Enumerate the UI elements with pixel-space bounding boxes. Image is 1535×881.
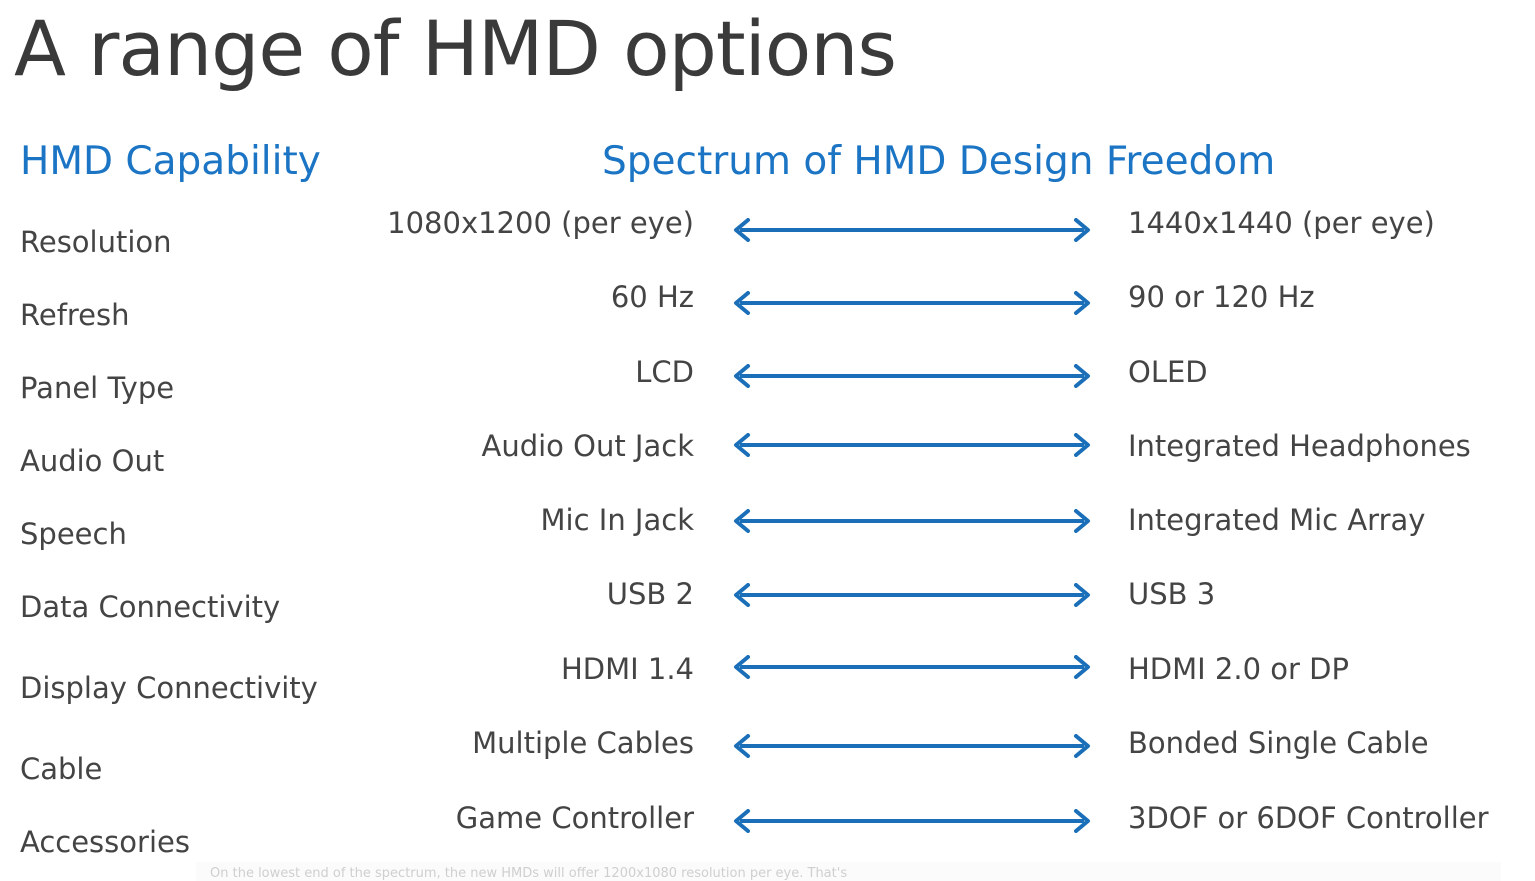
capability-label: Speech: [20, 517, 127, 551]
spectrum-column-header: Spectrum of HMD Design Freedom: [602, 139, 1276, 184]
high-end-value: OLED: [1128, 355, 1208, 389]
capability-column-header: HMD Capability: [20, 139, 321, 184]
low-end-value: 60 Hz: [610, 280, 694, 314]
double-arrow-icon: [734, 364, 1090, 388]
capability-label: Display Connectivity: [20, 671, 318, 705]
high-end-value: Bonded Single Cable: [1128, 726, 1429, 760]
double-arrow-icon: [734, 655, 1090, 679]
high-end-value: Integrated Headphones: [1128, 429, 1471, 463]
capability-label: Cable: [20, 752, 103, 786]
caption-bar: [196, 862, 1501, 881]
low-end-value: 1080x1200 (per eye): [387, 206, 694, 240]
double-arrow-icon: [734, 291, 1090, 315]
caption-text: On the lowest end of the spectrum, the n…: [210, 866, 848, 881]
high-end-value: 90 or 120 Hz: [1128, 280, 1315, 314]
low-end-value: HDMI 1.4: [560, 652, 694, 686]
low-end-value: Multiple Cables: [472, 726, 694, 760]
capability-label: Data Connectivity: [20, 590, 281, 624]
capability-label: Audio Out: [20, 444, 165, 478]
capability-label: Panel Type: [20, 371, 175, 405]
double-arrow-icon: [734, 218, 1090, 242]
low-end-value: Game Controller: [455, 801, 694, 835]
low-end-value: Mic In Jack: [540, 503, 694, 537]
slide-title: A range of HMD options: [14, 4, 897, 93]
double-arrow-icon: [734, 583, 1090, 607]
capability-label: Refresh: [20, 298, 130, 332]
high-end-value: USB 3: [1128, 577, 1216, 611]
high-end-value: 3DOF or 6DOF Controller: [1128, 801, 1489, 835]
high-end-value: Integrated Mic Array: [1128, 503, 1426, 537]
low-end-value: LCD: [635, 355, 694, 389]
double-arrow-icon: [734, 734, 1090, 758]
high-end-value: 1440x1440 (per eye): [1128, 206, 1435, 240]
capability-label: Accessories: [20, 825, 190, 859]
low-end-value: USB 2: [606, 577, 694, 611]
double-arrow-icon: [734, 433, 1090, 457]
high-end-value: HDMI 2.0 or DP: [1128, 652, 1349, 686]
capability-label: Resolution: [20, 225, 172, 259]
low-end-value: Audio Out Jack: [481, 429, 694, 463]
double-arrow-icon: [734, 809, 1090, 833]
double-arrow-icon: [734, 509, 1090, 533]
